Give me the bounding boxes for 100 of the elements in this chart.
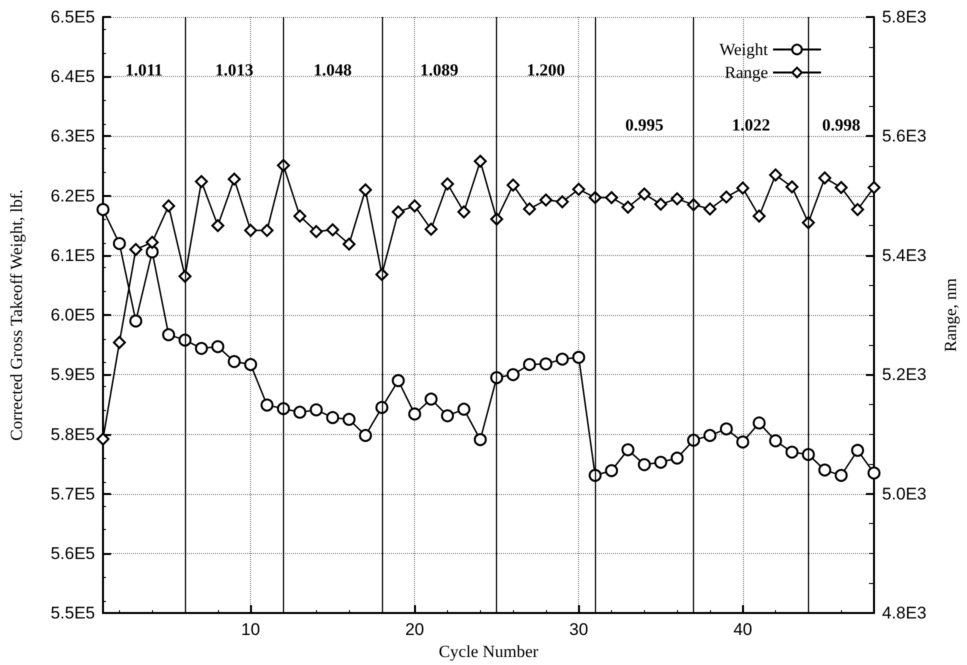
point (621, 200, 634, 214)
y-tick-label: 5.6E5 (50, 544, 95, 563)
point (834, 180, 848, 194)
annotation: 1.048 (314, 60, 352, 80)
point (129, 242, 142, 256)
point (785, 446, 798, 459)
point (228, 355, 241, 368)
y-tick-label: 6.4E5 (50, 67, 95, 86)
point (523, 202, 536, 216)
point (342, 238, 356, 251)
point (670, 452, 684, 465)
y-axis-title: Corrected Gross Takeoff Weight, lbf. (7, 189, 26, 441)
y-tick-label: 6.0E5 (50, 306, 95, 325)
point (868, 180, 880, 194)
point (228, 172, 241, 186)
point (441, 409, 454, 422)
point (112, 336, 126, 349)
point (310, 225, 323, 238)
point (408, 408, 422, 420)
point (703, 202, 716, 216)
point (424, 222, 438, 236)
point (162, 199, 176, 212)
point (572, 350, 586, 364)
point (146, 245, 159, 258)
point (556, 195, 569, 208)
point (408, 199, 422, 212)
annotation: 1.089 (420, 60, 458, 80)
point (851, 203, 864, 216)
point (211, 340, 224, 354)
point (194, 342, 208, 355)
point (654, 456, 668, 469)
point (769, 168, 782, 182)
point (736, 182, 750, 195)
legend-label: Range (724, 63, 768, 82)
point (194, 175, 208, 188)
point (342, 412, 356, 426)
point (293, 406, 306, 419)
annotation: 1.022 (732, 116, 770, 134)
point (310, 403, 323, 416)
x-tick-label: 20 (405, 620, 424, 640)
annotation: 1.011 (125, 60, 163, 80)
annotation: 1.013 (215, 60, 254, 80)
annotation: 0.998 (822, 116, 860, 134)
y2-tick-label: 5.8E3 (882, 8, 926, 26)
y2-tick-label: 5.4E3 (882, 246, 926, 265)
point (572, 182, 586, 196)
point (638, 188, 651, 201)
x-tick-label: 30 (569, 620, 588, 640)
point (424, 392, 438, 406)
point (834, 468, 848, 482)
y-tick-label: 6.5E5 (50, 8, 95, 26)
point (162, 328, 176, 342)
y2-axis-title: Range, nm (941, 278, 960, 352)
point (96, 203, 110, 216)
point (474, 433, 487, 446)
point (539, 194, 552, 207)
point (703, 428, 716, 442)
y-tick-label: 5.5E5 (50, 604, 95, 623)
y-tick-label: 6.1E5 (50, 246, 95, 265)
point (621, 443, 634, 456)
point (474, 154, 487, 168)
point (260, 398, 274, 412)
y-tick-label: 6.3E5 (50, 126, 95, 146)
annotation: 0.995 (625, 116, 664, 134)
point (736, 436, 750, 449)
x-tick-label: 40 (733, 620, 752, 640)
point (326, 223, 340, 236)
point (440, 177, 454, 190)
point (358, 183, 372, 196)
point (752, 210, 766, 223)
point (752, 416, 766, 430)
point (720, 190, 733, 204)
point (769, 434, 782, 448)
point (392, 205, 405, 218)
point (244, 358, 258, 372)
y2-tick-label: 5.0E3 (882, 484, 926, 504)
point (260, 224, 274, 237)
point (326, 411, 340, 424)
point (457, 402, 470, 416)
point (818, 171, 832, 184)
point (720, 422, 733, 436)
point (539, 357, 552, 370)
point (506, 178, 520, 192)
y2-tick-label: 4.8E3 (882, 604, 926, 623)
x-axis-title: Cycle Number (438, 642, 539, 661)
point (293, 210, 306, 223)
point (605, 464, 618, 478)
point (818, 464, 832, 477)
legend-label: Weight (719, 40, 768, 59)
point (785, 180, 798, 194)
point (851, 444, 864, 457)
point (868, 466, 880, 480)
annotation: 1.200 (526, 60, 566, 80)
point (605, 191, 618, 204)
y2-tick-label: 5.6E3 (882, 126, 926, 146)
y-tick-label: 5.9E5 (50, 365, 95, 384)
point (96, 432, 110, 446)
point (129, 314, 142, 328)
y-tick-label: 6.2E5 (50, 186, 95, 206)
point (523, 358, 536, 372)
